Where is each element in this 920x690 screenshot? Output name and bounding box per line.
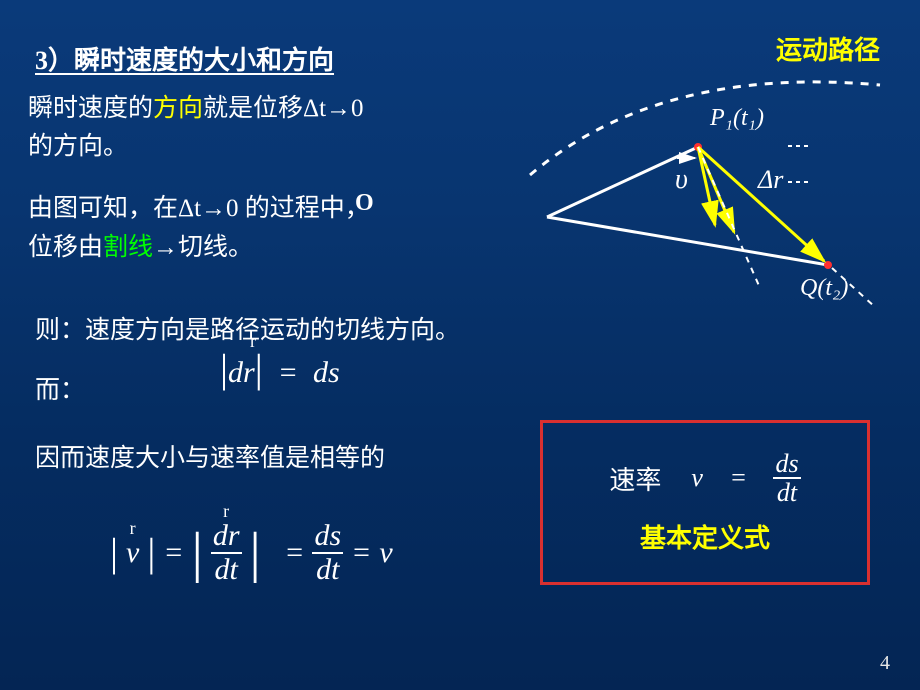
box-caption: 基本定义式 (640, 518, 770, 555)
text-speed-equal: 因而速度大小与速率值是相等的 (35, 440, 455, 478)
line1-highlight: 方向 (153, 95, 203, 122)
speed-label: 速率 (609, 460, 661, 497)
line2-b: 位移由 (28, 234, 103, 261)
eq2-eq3: = (351, 536, 371, 570)
section-heading: 3）瞬时速度的大小和方向 (35, 40, 334, 77)
eq2-dr: dr (213, 519, 240, 552)
eq2-dt1: dt (213, 554, 240, 586)
equation-dr-ds: r |dr| = ds (220, 345, 340, 392)
vector-oq (547, 217, 828, 265)
r-vector-symbol: r (250, 331, 256, 352)
text-direction: 瞬时速度的方向就是位移Δt→0 的方向。 (28, 90, 364, 165)
eq2-dt2: dt (314, 554, 341, 586)
text-tangent-direction: 则：速度方向是路径运动的切线方向。 (35, 310, 460, 346)
eq2-eq1: = (163, 536, 183, 570)
line2-c: →切线。 (153, 234, 253, 261)
eq2-v: v (126, 536, 139, 569)
box-eq: = (729, 463, 747, 493)
box-dt: dt (775, 479, 799, 506)
eq2-eq2: = (284, 536, 304, 570)
r-top-2: r (223, 502, 229, 521)
line2-a: 由图可知，在Δt→0 的过程中， (28, 195, 370, 222)
label-v: υ (675, 164, 688, 195)
origin-label: O (355, 190, 374, 217)
box-v: v (691, 463, 703, 493)
text-while: 而： (35, 370, 85, 406)
line1-c: 就是位移Δt→0 (203, 95, 364, 122)
velocity-diagram: P₁(t₁) Q(t₂) Δr υ (510, 60, 890, 310)
equation-velocity-magnitude: | r v | = | r dr dt | = ds dt = v (110, 520, 393, 585)
label-p: P₁(t₁) (709, 105, 764, 131)
eq2-ds: ds (312, 520, 343, 552)
line1-a: 瞬时速度的 (28, 95, 153, 122)
label-q: Q(t₂) (800, 275, 848, 301)
r-top-1: r (130, 518, 136, 539)
line2-secant: 割线 (103, 234, 153, 261)
slide-content: 3）瞬时速度的大小和方向 运动路径 瞬时速度的方向就是位移Δt→0 的方向。 由… (0, 0, 920, 690)
line1-d: 的方向。 (28, 133, 128, 160)
definition-box: 速率 v = ds dt 基本定义式 (540, 420, 870, 585)
page-number: 4 (880, 652, 890, 675)
label-dr: Δr (757, 165, 784, 194)
point-q (824, 261, 832, 269)
eq2-vfinal: v (379, 536, 392, 570)
box-ds: ds (773, 450, 800, 477)
text-secant-tangent: 由图可知，在Δt→0 的过程中， 位移由割线→切线。 (28, 190, 370, 268)
